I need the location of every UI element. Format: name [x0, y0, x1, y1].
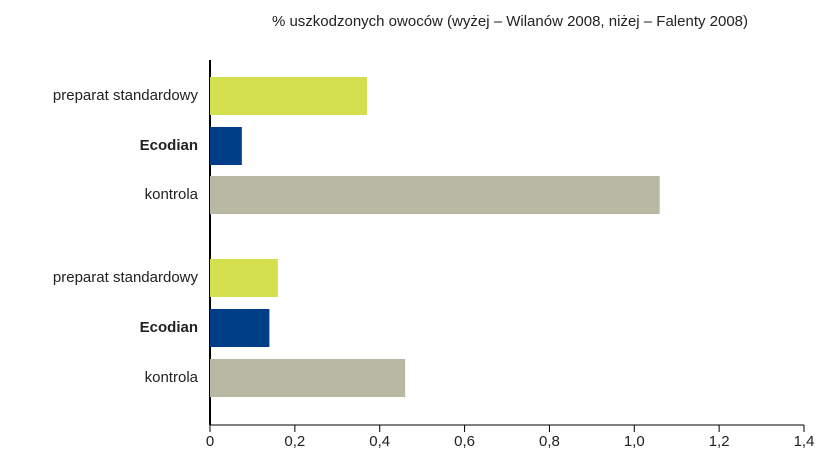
bar — [210, 176, 660, 214]
y-tick-label: preparat standardowy — [53, 87, 199, 104]
x-tick-label: 0,8 — [539, 433, 560, 450]
bar — [210, 127, 242, 165]
x-tick-label: 0,6 — [454, 433, 475, 450]
chart-title: % uszkodzonych owoców (wyżej – Wilanów 2… — [272, 13, 748, 30]
y-tick-label: Ecodian — [140, 137, 198, 154]
bar — [210, 359, 406, 397]
bar — [210, 309, 270, 347]
x-tick-label: 1,4 — [794, 433, 815, 450]
bar — [210, 259, 278, 297]
y-tick-label: kontrola — [145, 186, 199, 203]
y-tick-label: Ecodian — [140, 319, 198, 336]
y-tick-label: kontrola — [145, 369, 199, 386]
x-tick-label: 0,4 — [369, 433, 390, 450]
x-tick-label: 1,2 — [709, 433, 730, 450]
bar — [210, 77, 367, 115]
x-tick-label: 1,0 — [624, 433, 645, 450]
x-tick-label: 0,2 — [284, 433, 305, 450]
y-tick-label: preparat standardowy — [53, 269, 199, 286]
x-tick-label: 0 — [206, 433, 214, 450]
